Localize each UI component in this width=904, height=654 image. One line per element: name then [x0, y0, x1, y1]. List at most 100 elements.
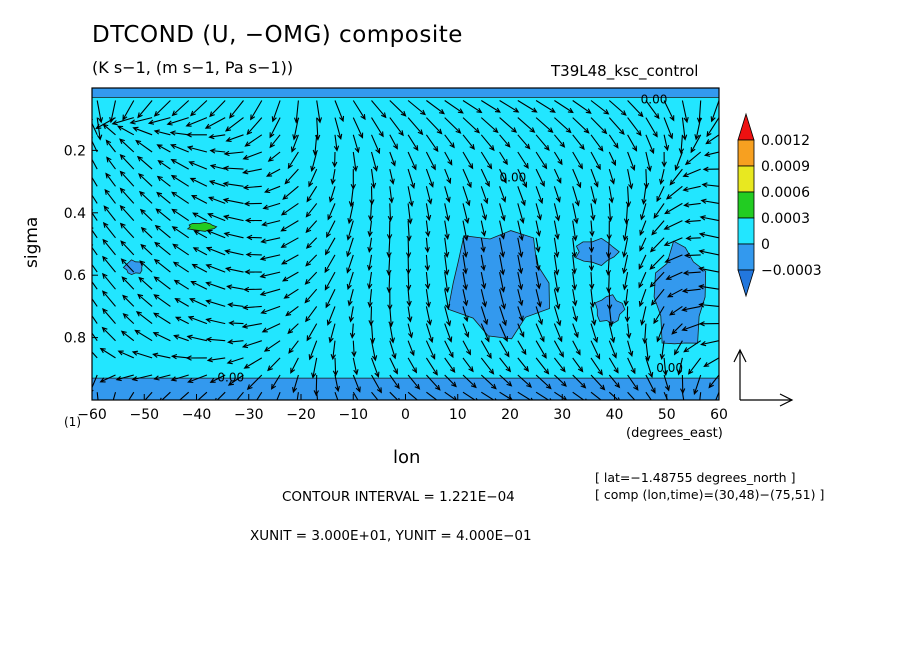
wind-vector	[627, 168, 634, 190]
wind-vector	[140, 243, 153, 256]
wind-vector	[137, 293, 153, 307]
wind-vector	[645, 151, 652, 173]
wind-vector	[661, 151, 667, 168]
wind-vector	[174, 316, 189, 325]
wind-vector	[101, 272, 116, 290]
wind-vector	[608, 357, 619, 374]
wind-vector	[444, 374, 457, 388]
wind-vector	[608, 168, 616, 185]
wind-vector	[304, 288, 318, 304]
run-name: T39L48_ksc_control	[551, 62, 699, 80]
wind-vector	[119, 222, 135, 239]
wind-vector	[645, 340, 651, 362]
wind-vector	[572, 289, 578, 307]
y-axis-extra-label: (1)	[64, 415, 81, 429]
colorbar-level-label: 0	[761, 237, 770, 253]
wind-vector	[92, 351, 98, 359]
wind-vector	[154, 241, 171, 256]
vector-scale: XUNIT = 3.000E+01, YUNIT = 4.000E−01	[250, 528, 532, 544]
wind-vector	[185, 355, 207, 361]
wind-vector	[174, 297, 189, 307]
wind-vector	[225, 134, 244, 142]
wind-vector	[572, 340, 581, 356]
wind-vector	[425, 357, 438, 376]
wind-vector	[119, 187, 135, 204]
wind-vector	[638, 271, 647, 289]
wind-vector	[462, 220, 469, 242]
wind-vector	[305, 306, 318, 323]
wind-vector	[462, 340, 471, 356]
wind-vector	[370, 169, 377, 189]
wind-vector	[499, 203, 506, 222]
wind-vector	[517, 340, 527, 356]
wind-vector	[346, 254, 354, 274]
wind-vector	[643, 169, 650, 189]
wind-vector	[99, 347, 116, 359]
wind-vector	[259, 254, 281, 261]
wind-vector	[190, 280, 208, 290]
wind-vector	[260, 305, 281, 315]
wind-vector	[553, 340, 564, 358]
wind-vector	[105, 139, 116, 153]
x-tick-label: −40	[182, 407, 212, 423]
x-tick-label: −30	[234, 407, 264, 423]
wind-vector	[535, 357, 550, 375]
wind-vector	[159, 391, 171, 400]
y-tick-label: 0.8	[64, 331, 86, 347]
x-tick-label: 0	[401, 407, 410, 423]
wind-vector	[371, 374, 382, 394]
wind-vector	[535, 374, 552, 390]
wind-vector	[208, 180, 226, 187]
colorbar-segment	[737, 165, 755, 193]
wind-vector	[407, 134, 419, 152]
wind-vector	[480, 220, 487, 237]
wind-vector	[406, 272, 412, 291]
wind-vector	[462, 374, 477, 389]
wind-vector	[169, 130, 189, 136]
wind-vector	[638, 289, 647, 308]
wind-vector	[208, 133, 226, 140]
wind-vector	[192, 247, 208, 256]
wind-vector	[95, 117, 116, 130]
wind-vector	[352, 100, 366, 121]
wind-vector	[242, 168, 262, 175]
wind-vector	[209, 374, 226, 383]
wind-vector	[535, 271, 542, 290]
wind-vector	[264, 185, 281, 194]
wind-vector	[305, 254, 318, 267]
wind-vector	[227, 302, 244, 308]
wind-vector	[572, 100, 592, 114]
wind-vector	[590, 391, 605, 400]
wind-vector	[120, 258, 135, 273]
wind-vector	[185, 132, 207, 138]
wind-vector	[389, 151, 396, 167]
wind-vector	[171, 208, 190, 222]
wind-vector	[185, 117, 208, 127]
wind-vector	[226, 357, 244, 365]
wind-vector	[702, 166, 719, 172]
wind-vector	[269, 134, 281, 149]
wind-vector	[135, 139, 153, 153]
wind-vector	[572, 323, 579, 339]
wind-vector	[287, 151, 299, 170]
wind-vector	[681, 288, 701, 294]
wind-vector	[700, 340, 719, 347]
wind-vector	[535, 168, 545, 188]
wind-vector	[627, 357, 636, 375]
colorbar-bottom-arrow	[737, 269, 755, 298]
wind-vector	[386, 237, 392, 259]
wind-vector	[462, 323, 470, 338]
wind-vector	[517, 134, 531, 150]
wind-vector	[263, 340, 281, 352]
x-tick-label: 50	[658, 407, 676, 423]
wind-vector	[588, 237, 595, 254]
wind-vector	[308, 340, 318, 361]
wind-vector	[206, 357, 226, 363]
wind-vector	[191, 263, 208, 273]
wind-vector	[535, 203, 542, 221]
wind-vector	[517, 391, 534, 400]
wind-vector	[226, 284, 244, 290]
wind-vector	[499, 151, 508, 166]
wind-vector	[348, 306, 354, 323]
wind-vector	[243, 286, 262, 293]
